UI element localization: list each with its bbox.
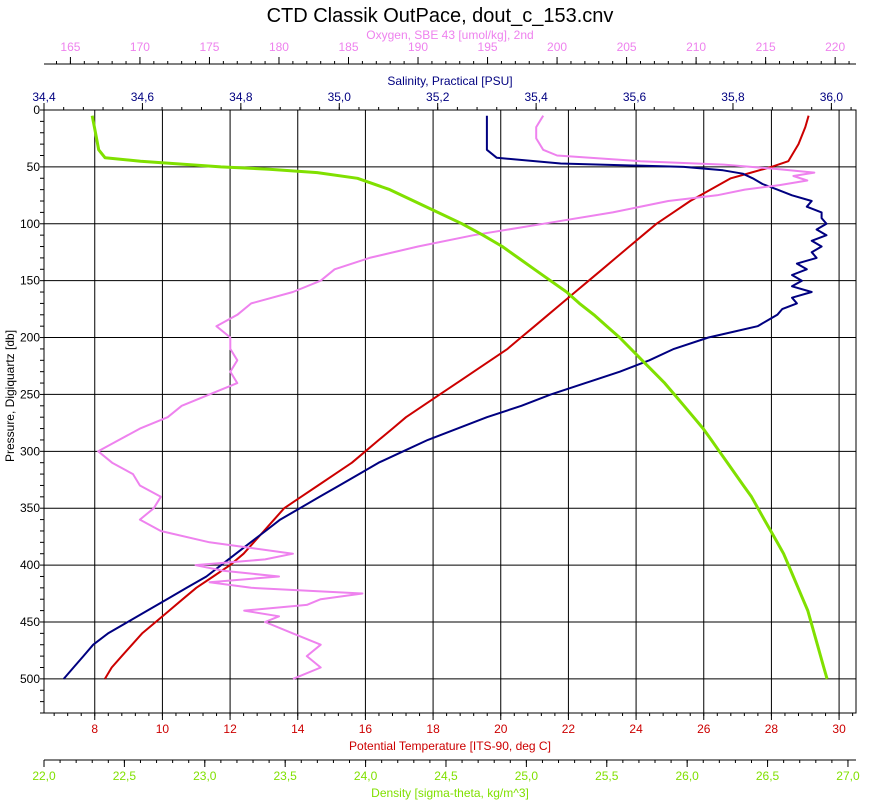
oxygen-tick-label: 220 <box>825 40 845 54</box>
salinity-tick-label: 35,8 <box>721 90 745 104</box>
temperature-axis-label: Potential Temperature [ITS-90, deg C] <box>349 739 551 753</box>
temperature-tick-label: 18 <box>426 722 440 736</box>
oxygen-tick-label: 205 <box>617 40 637 54</box>
oxygen-tick-label: 165 <box>60 40 80 54</box>
oxygen-tick-label: 185 <box>338 40 358 54</box>
temperature-tick-label: 8 <box>91 722 98 736</box>
salinity-tick-label: 35,2 <box>426 90 450 104</box>
series-group <box>62 115 829 680</box>
oxygen-tick-label: 180 <box>269 40 289 54</box>
y-tick-label: 100 <box>20 217 40 231</box>
plot-frame <box>43 109 857 714</box>
temperature-tick-label: 24 <box>629 722 643 736</box>
y-tick-label: 150 <box>20 274 40 288</box>
density-tick-label: 24,5 <box>434 769 458 783</box>
axes: 0 50 100 150 200 250 300 350 400 450 500 165 170 175 1… <box>20 28 860 800</box>
salinity-tick-label: 34,4 <box>32 90 56 104</box>
temperature-tick-label: 22 <box>562 722 576 736</box>
density-tick-label: 26,0 <box>675 769 699 783</box>
oxygen-tick-label: 200 <box>547 40 567 54</box>
salinity-tick-label: 35,0 <box>328 90 352 104</box>
density-series-line <box>90 115 829 680</box>
density-tick-label: 26,5 <box>756 769 780 783</box>
y-tick-label: 200 <box>20 331 40 345</box>
y-tick-label: 450 <box>20 615 40 629</box>
y-tick-label: 500 <box>20 672 40 686</box>
y-tick-label: 0 <box>33 103 40 117</box>
y-tick-label: 250 <box>20 387 40 401</box>
salinity-axis-label: Salinity, Practical [PSU] <box>387 74 512 88</box>
density-tick-label: 25,5 <box>595 769 619 783</box>
oxygen-series-line <box>97 115 816 680</box>
chart-title: CTD Classik OutPace, dout_c_153.cnv <box>267 5 614 27</box>
temperature-tick-label: 10 <box>156 722 170 736</box>
y-tick-label: 400 <box>20 558 40 572</box>
grid <box>43 109 857 714</box>
temperature-tick-label: 14 <box>291 722 305 736</box>
y-tick-label: 50 <box>27 160 41 174</box>
oxygen-tick-label: 175 <box>199 40 219 54</box>
density-tick-label: 23,5 <box>274 769 298 783</box>
temperature-tick-label: 12 <box>223 722 237 736</box>
y-tick-label: 300 <box>20 444 40 458</box>
salinity-tick-label: 35,6 <box>623 90 647 104</box>
oxygen-tick-label: 210 <box>686 40 706 54</box>
salinity-series-line <box>62 115 828 680</box>
density-tick-label: 27,0 <box>836 769 860 783</box>
oxygen-tick-label: 215 <box>756 40 776 54</box>
temperature-tick-label: 26 <box>697 722 711 736</box>
density-tick-label: 22,5 <box>113 769 137 783</box>
oxygen-axis-label: Oxygen, SBE 43 [umol/kg], 2nd <box>366 28 533 42</box>
density-tick-label: 23,0 <box>193 769 217 783</box>
temperature-tick-label: 16 <box>359 722 373 736</box>
temperature-tick-label: 30 <box>832 722 846 736</box>
density-tick-label: 22,0 <box>32 769 56 783</box>
y-tick-label: 350 <box>20 501 40 515</box>
density-axis-label: Density [sigma-theta, kg/m^3] <box>371 786 529 800</box>
y-axis-label: Pressure, Digiquartz [db] <box>3 330 17 462</box>
oxygen-tick-label: 190 <box>408 40 428 54</box>
oxygen-tick-label: 170 <box>130 40 150 54</box>
density-tick-label: 24,0 <box>354 769 378 783</box>
salinity-tick-label: 36,0 <box>820 90 844 104</box>
salinity-tick-label: 35,4 <box>524 90 548 104</box>
salinity-tick-label: 34,6 <box>131 90 155 104</box>
oxygen-tick-label: 195 <box>478 40 498 54</box>
salinity-tick-label: 34,8 <box>229 90 253 104</box>
density-tick-label: 25,0 <box>515 769 539 783</box>
temperature-series-line <box>104 115 810 680</box>
temperature-tick-label: 20 <box>494 722 508 736</box>
temperature-tick-label: 28 <box>765 722 779 736</box>
